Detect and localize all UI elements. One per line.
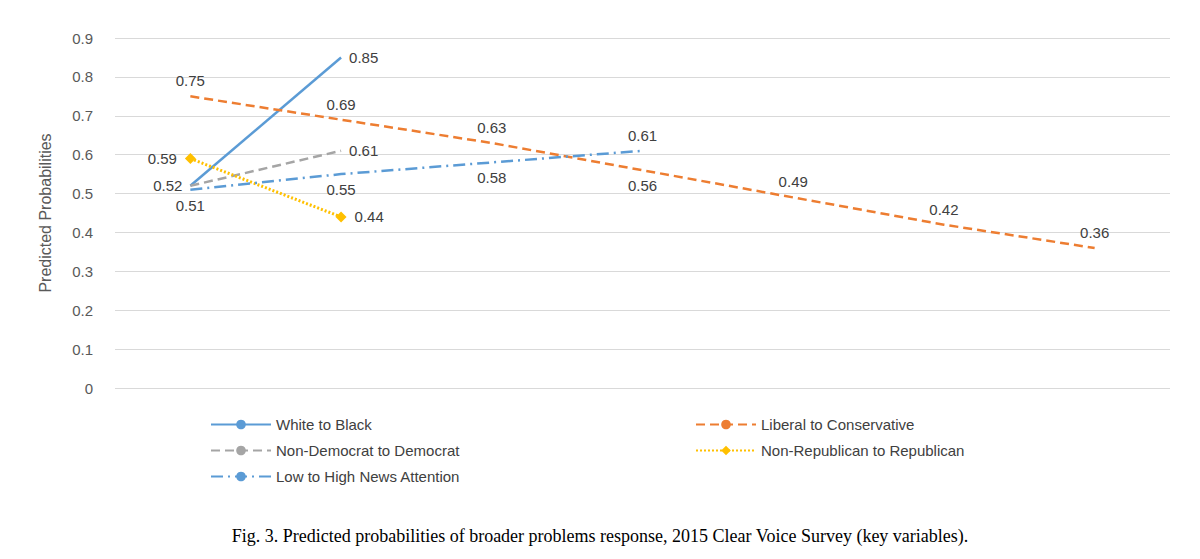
- svg-text:0.51: 0.51: [176, 197, 205, 214]
- svg-text:0.56: 0.56: [628, 177, 657, 194]
- svg-text:0.7: 0.7: [72, 107, 93, 124]
- svg-text:0.61: 0.61: [628, 127, 657, 144]
- svg-text:0.75: 0.75: [176, 72, 205, 89]
- svg-text:0.85: 0.85: [349, 49, 378, 66]
- svg-text:0.58: 0.58: [477, 169, 506, 186]
- svg-text:Non-Democrat to Democrat: Non-Democrat to Democrat: [276, 442, 460, 459]
- svg-text:0.61: 0.61: [349, 142, 378, 159]
- svg-text:0.9: 0.9: [72, 30, 93, 47]
- svg-text:0.1: 0.1: [72, 341, 93, 358]
- svg-text:Non-Republican to Republican: Non-Republican to Republican: [761, 442, 964, 459]
- svg-text:0.8: 0.8: [72, 68, 93, 85]
- svg-text:0.42: 0.42: [929, 201, 958, 218]
- svg-text:0.59: 0.59: [148, 150, 177, 167]
- svg-text:Low to High News Attention: Low to High News Attention: [276, 468, 459, 485]
- svg-text:0.69: 0.69: [326, 96, 355, 113]
- svg-text:0.2: 0.2: [72, 302, 93, 319]
- svg-text:0.44: 0.44: [355, 208, 384, 225]
- svg-text:Fig. 3. Predicted probabilitie: Fig. 3. Predicted probabilities of broad…: [232, 526, 969, 547]
- svg-text:0.3: 0.3: [72, 263, 93, 280]
- svg-text:0.4: 0.4: [72, 224, 93, 241]
- svg-text:0: 0: [85, 380, 93, 397]
- svg-text:0.52: 0.52: [153, 177, 182, 194]
- svg-text:0.36: 0.36: [1080, 224, 1109, 241]
- svg-text:0.55: 0.55: [326, 181, 355, 198]
- svg-text:0.5: 0.5: [72, 185, 93, 202]
- svg-text:0.6: 0.6: [72, 146, 93, 163]
- svg-text:Predicted Probabilities: Predicted Probabilities: [37, 133, 54, 292]
- svg-text:Liberal to Conservative: Liberal to Conservative: [761, 416, 914, 433]
- svg-text:0.63: 0.63: [477, 119, 506, 136]
- svg-text:0.49: 0.49: [779, 173, 808, 190]
- svg-text:White to Black: White to Black: [276, 416, 372, 433]
